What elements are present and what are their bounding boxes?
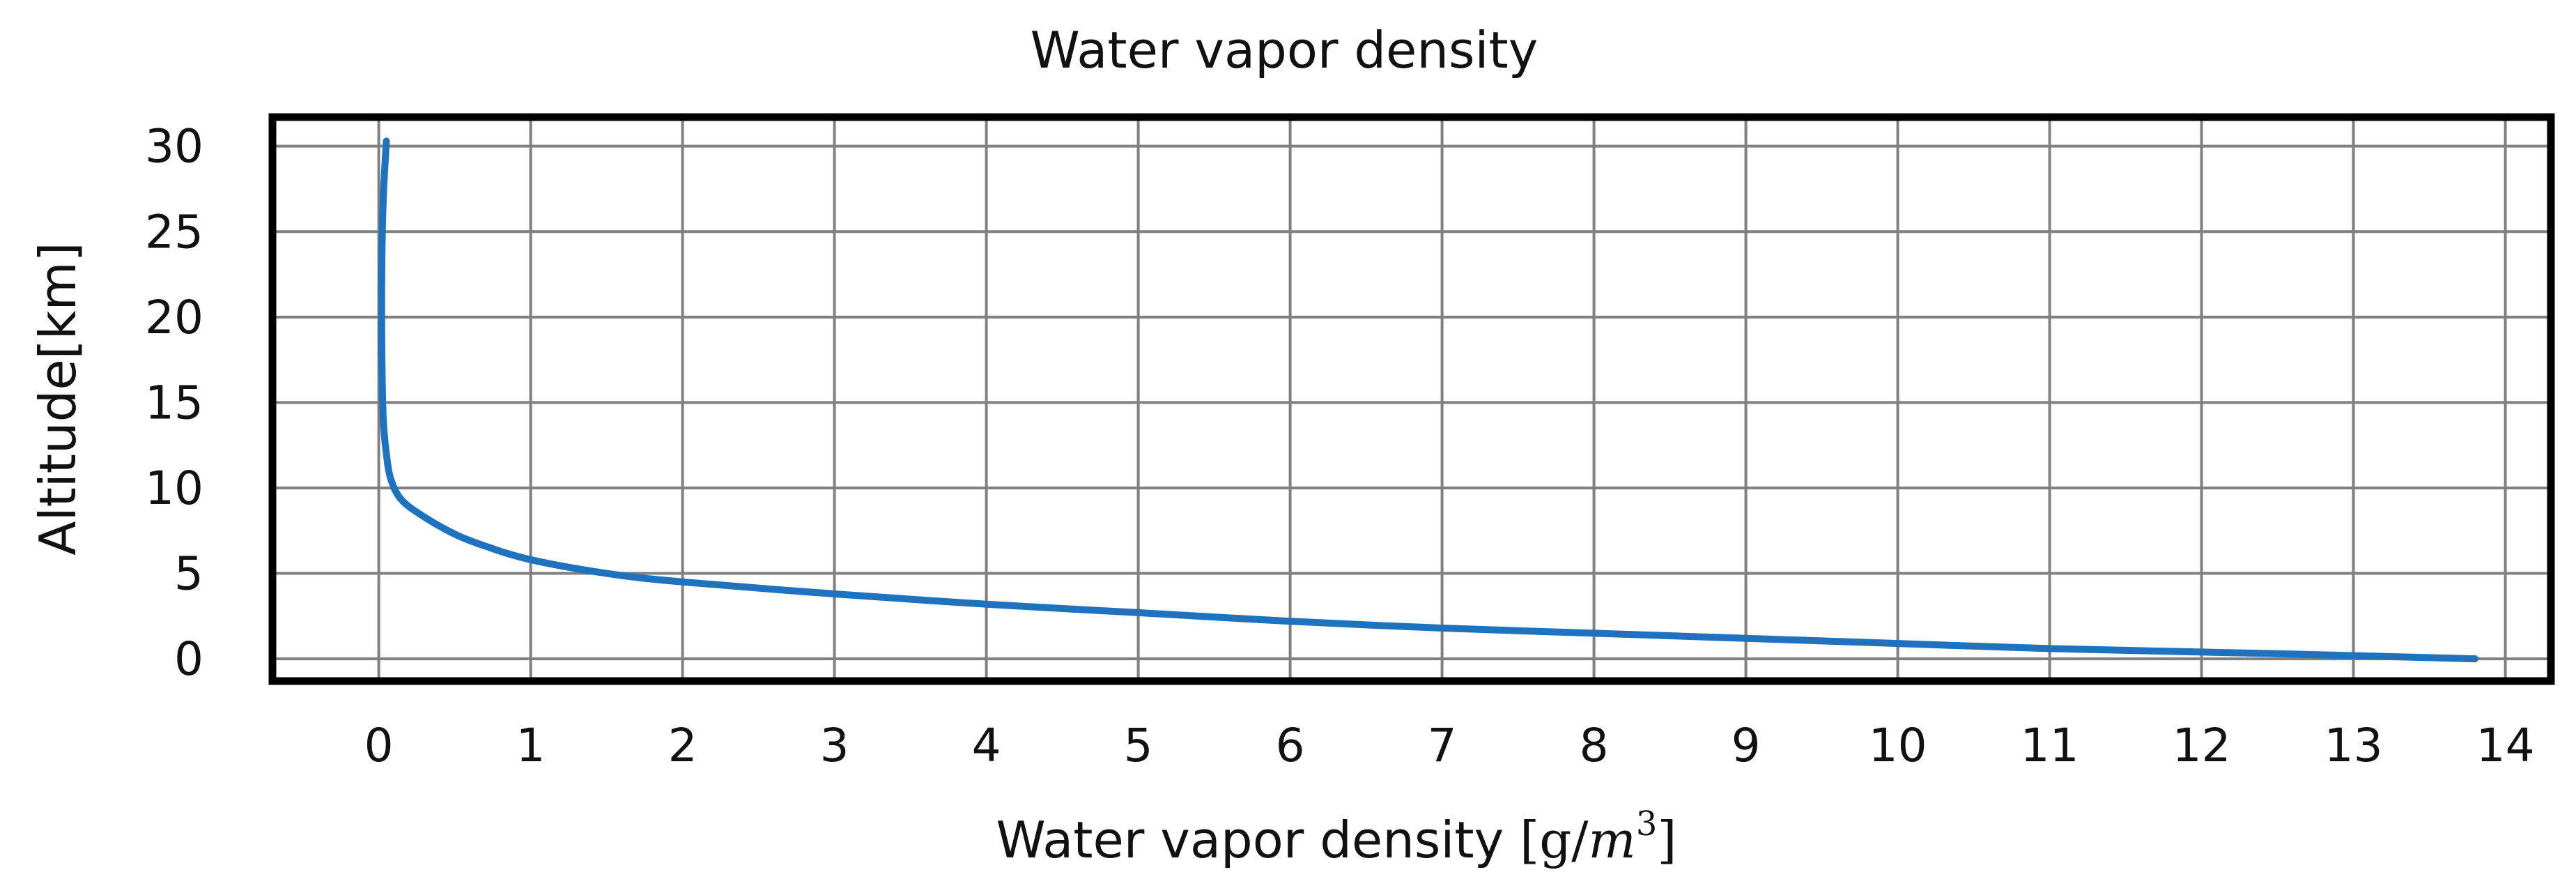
x-tick-labels: 0 1 2 3 4 5 6 7 8 9 10 11 12 13 14 (364, 719, 2535, 772)
x-tick-label: 14 (2476, 719, 2535, 772)
x-tick-label: 11 (2021, 719, 2079, 772)
grid-lines (272, 117, 2551, 681)
y-tick-label: 30 (145, 120, 203, 174)
x-tick-label: 1 (516, 719, 546, 772)
x-tick-label: 2 (668, 719, 697, 772)
chart-title: Water vapor density (1031, 21, 1538, 79)
x-axis-label-text: Water vapor density (996, 811, 1520, 869)
y-tick-label: 25 (145, 205, 203, 259)
y-axis-label: Altitude[km] (29, 242, 87, 555)
y-tick-label: 10 (145, 461, 203, 515)
y-tick-label: 15 (145, 376, 203, 429)
x-axis-unit-exp: 3 (1636, 804, 1658, 843)
series-line (378, 137, 2478, 663)
x-axis-unit-open: [g/ (1520, 811, 1589, 869)
x-tick-label: 5 (1124, 719, 1153, 772)
x-tick-label: 10 (1869, 719, 1927, 772)
y-tick-label: 20 (145, 291, 203, 344)
y-tick-label: 5 (174, 547, 203, 601)
x-axis-label: Water vapor density [g/m3] (996, 804, 1677, 869)
x-tick-label: 8 (1580, 719, 1609, 772)
x-tick-label: 3 (820, 719, 849, 772)
x-tick-label: 9 (1732, 719, 1761, 772)
x-tick-label: 0 (364, 719, 394, 772)
x-tick-label: 7 (1428, 719, 1457, 772)
x-axis-unit-close: ] (1657, 811, 1676, 869)
x-tick-label: 13 (2324, 719, 2383, 772)
plot-frame (268, 113, 2555, 685)
x-tick-label: 6 (1276, 719, 1305, 772)
x-tick-label: 4 (972, 719, 1001, 772)
x-tick-label: 12 (2173, 719, 2231, 772)
x-axis-unit-var: m (1589, 811, 1636, 869)
y-tick-labels: 0 5 10 15 20 25 30 (145, 120, 203, 686)
series-layer (378, 137, 2478, 663)
y-tick-label: 0 (174, 632, 203, 686)
